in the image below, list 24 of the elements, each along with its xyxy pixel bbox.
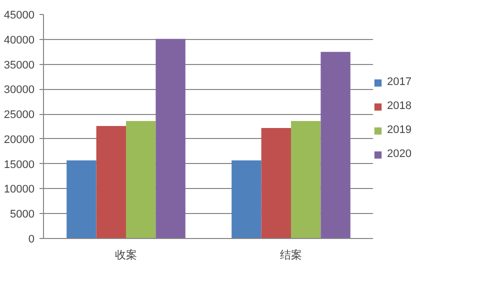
legend-label: 2020 [387, 148, 412, 160]
bar [320, 52, 350, 238]
bar [96, 126, 126, 238]
y-tick-label: 45000 [4, 10, 35, 22]
legend-label: 2018 [387, 100, 412, 112]
bar [261, 128, 291, 238]
bar [232, 160, 262, 238]
bar [66, 160, 96, 238]
bar [291, 121, 321, 238]
bar [126, 121, 156, 238]
y-tick-label: 10000 [4, 184, 35, 196]
y-tick-label: 30000 [4, 84, 35, 96]
y-tick-label: 35000 [4, 59, 35, 72]
y-tick-label: 25000 [4, 109, 35, 122]
y-tick-label: 40000 [4, 34, 35, 46]
x-tick-label: 结案 [280, 248, 302, 262]
legend-label: 2019 [387, 124, 412, 136]
y-tick-label: 15000 [4, 158, 35, 171]
y-tick-label: 0 [28, 234, 35, 246]
y-tick-label: 20000 [4, 134, 35, 146]
y-tick-label: 5000 [10, 208, 35, 221]
bar [156, 38, 186, 238]
x-tick-label: 收案 [115, 248, 137, 262]
legend-label: 2017 [387, 76, 412, 88]
